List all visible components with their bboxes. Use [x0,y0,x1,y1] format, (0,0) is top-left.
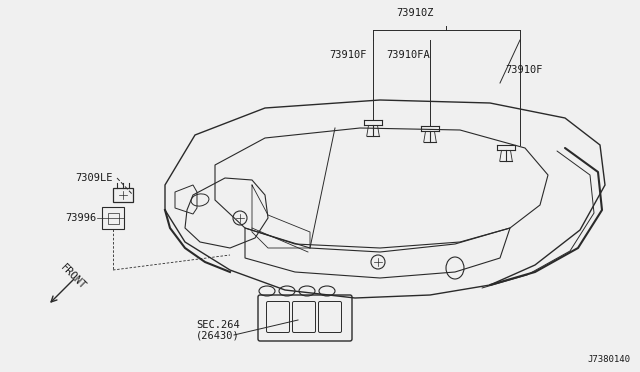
Text: 73910FA: 73910FA [386,50,430,60]
Text: 73996: 73996 [65,213,96,223]
Text: J7380140: J7380140 [587,355,630,364]
Text: 73910F: 73910F [505,65,543,75]
Text: (26430): (26430) [196,331,240,341]
Text: 7309LE: 7309LE [75,173,113,183]
Text: 73910Z: 73910Z [396,8,434,18]
Bar [113,188,133,202]
Text: SEC.264: SEC.264 [196,320,240,330]
Text: 73910F: 73910F [329,50,367,60]
Text: FRONT: FRONT [58,263,87,292]
